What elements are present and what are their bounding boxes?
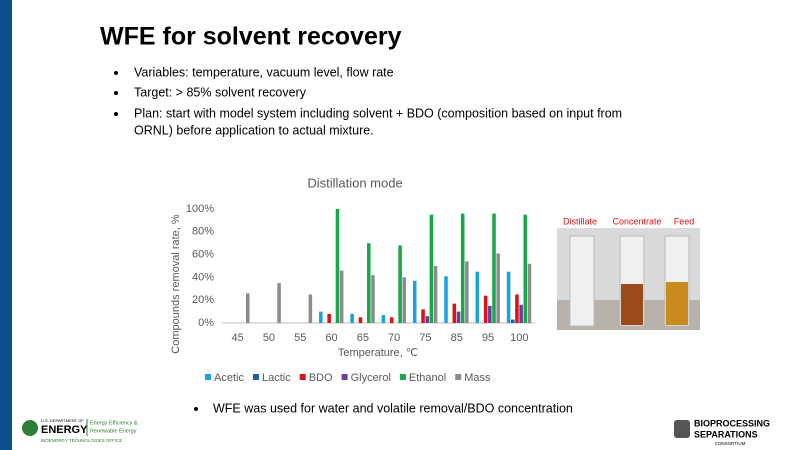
logo-text: SEPARATIONS (694, 429, 758, 439)
bullet: ORNL) before application to actual mixtu… (134, 123, 374, 137)
bullet: Target: > 85% solvent recovery (134, 85, 307, 99)
bar (488, 305, 492, 323)
bullet: Variables: temperature, vacuum level, fl… (134, 65, 394, 79)
bar (506, 271, 511, 323)
bar (277, 283, 281, 323)
y-tick-label: 40% (192, 271, 214, 283)
side-stripe (0, 0, 12, 450)
x-tick-label: 65 (357, 332, 369, 344)
logo-text: BIOPROCESSING (694, 418, 770, 428)
bar (327, 313, 331, 323)
bar (367, 243, 371, 323)
logo-text: CONSORTIUM (715, 441, 746, 446)
bar (350, 313, 354, 323)
photo-label: Feed (674, 216, 695, 226)
y-tick-label: 60% (192, 249, 214, 261)
bar (429, 214, 434, 323)
logo-text: U.S. DEPARTMENT OF (41, 418, 84, 423)
photo (557, 228, 700, 330)
x-tick-label: 95 (482, 332, 494, 344)
bullet-dot (114, 112, 118, 116)
bar (412, 280, 417, 323)
photo-label: Concentrate (612, 216, 661, 226)
bullet-dot (114, 91, 118, 95)
legend-swatch (252, 374, 259, 380)
bar (475, 271, 480, 323)
x-tick-label: 45 (232, 332, 244, 344)
bar (308, 294, 313, 323)
bar (492, 213, 496, 323)
bar (527, 263, 532, 323)
legend-swatch (299, 374, 306, 380)
y-tick-label: 100% (186, 203, 214, 215)
legend-label: Ethanol (409, 372, 446, 384)
bar (319, 311, 323, 323)
bar (511, 319, 515, 323)
y-tick-label: 0% (198, 317, 214, 329)
bar (515, 294, 519, 323)
y-tick-label: 80% (192, 226, 214, 238)
slide-title: WFE for solvent recovery (100, 23, 402, 51)
bar (460, 213, 465, 323)
bar (444, 276, 448, 323)
bar (389, 317, 394, 323)
x-tick-label: 70 (388, 332, 400, 344)
logo-text: BIOENERGY TECHNOLOGIES OFFICE (41, 438, 122, 443)
legend-label: Mass (464, 372, 491, 384)
bar (523, 214, 528, 323)
y-tick-label: 20% (192, 294, 214, 306)
bullet: Plan: start with model system including … (134, 106, 622, 120)
bar (425, 316, 429, 323)
bar (335, 209, 340, 323)
legend-label: BDO (309, 372, 333, 384)
bar (402, 277, 407, 323)
bar (358, 317, 363, 323)
bullet-dot (114, 71, 118, 75)
bullet-dot (194, 407, 198, 411)
bar (483, 295, 488, 323)
x-axis-label: Temperature, ℃ (338, 347, 418, 359)
bar (452, 303, 457, 323)
logo-text: Renewable Energy (90, 428, 137, 434)
legend-swatch (341, 374, 348, 380)
bps-logo: BIOPROCESSING SEPARATIONS CONSORTIUM (674, 418, 770, 446)
legend-label: Acetic (214, 372, 244, 384)
bullet: WFE was used for water and volatile remo… (213, 401, 573, 415)
bar (465, 261, 469, 323)
bar (381, 315, 386, 323)
bar (245, 293, 250, 323)
legend-swatch (399, 374, 406, 380)
legend-label: Glycerol (351, 372, 391, 384)
bar (433, 266, 438, 323)
x-tick-label: 75 (419, 332, 431, 344)
legend-swatch (455, 374, 462, 380)
bar (496, 253, 500, 323)
bar (398, 245, 402, 323)
x-tick-label: 60 (325, 332, 337, 344)
doe-logo: U.S. DEPARTMENT OF ENERGY Energy Efficie… (22, 418, 138, 443)
x-tick-label: 50 (263, 332, 275, 344)
bar (421, 309, 425, 323)
legend-swatch (205, 374, 211, 380)
y-axis-label: Compounds removal rate, % (170, 214, 182, 354)
bar (371, 275, 375, 323)
legend-label: Lactic (262, 372, 291, 384)
x-tick-label: 85 (451, 332, 463, 344)
x-tick-label: 55 (294, 332, 306, 344)
logo-text: Energy Efficiency & (90, 420, 138, 426)
bar (519, 304, 523, 323)
photo-label: Distillate (563, 216, 597, 226)
bar (456, 311, 461, 323)
logo-text: ENERGY (41, 424, 88, 436)
chart-title: Distillation mode (307, 175, 402, 190)
x-tick-label: 100 (510, 332, 528, 344)
bar (339, 270, 344, 323)
